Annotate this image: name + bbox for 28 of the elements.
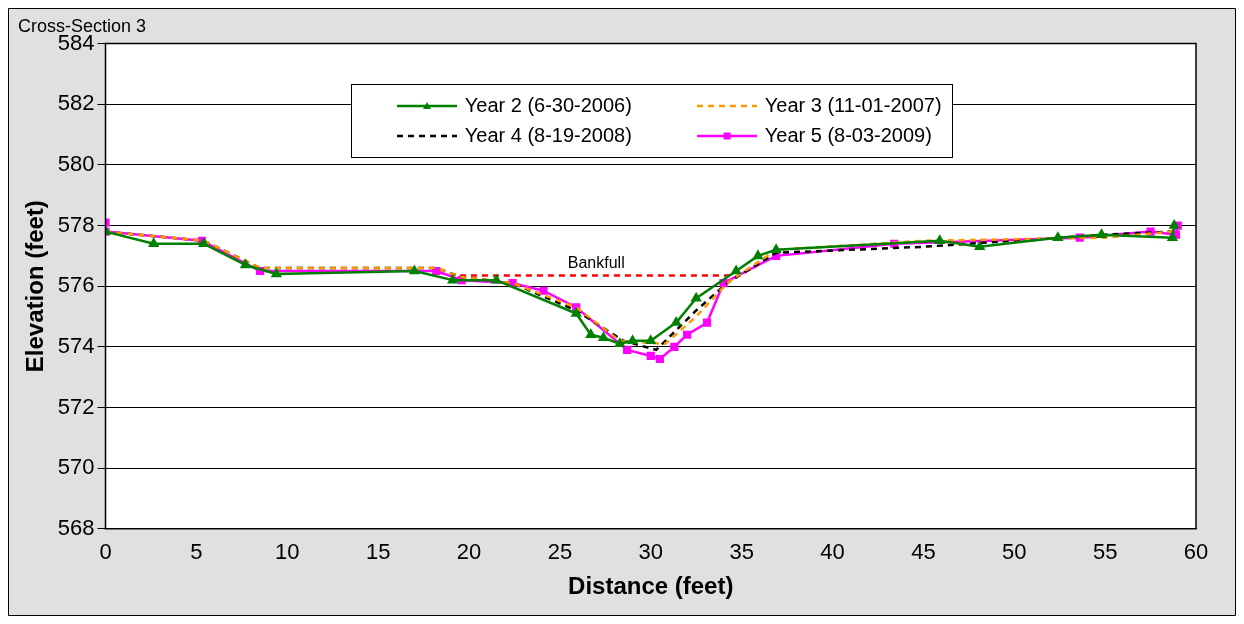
legend-label: Year 3 (11-01-2007) xyxy=(764,94,942,118)
y-tick-label: 582 xyxy=(57,90,95,116)
y-tick-label: 568 xyxy=(57,514,95,540)
y-tick-label: 570 xyxy=(57,454,95,480)
x-tick-label: 45 xyxy=(911,539,936,565)
x-tick-label: 35 xyxy=(729,539,754,565)
y-axis-title: Elevation (feet) xyxy=(21,200,49,373)
legend-label: Year 5 (8-03-2009) xyxy=(764,124,932,148)
y-tick-label: 578 xyxy=(57,211,95,237)
x-tick-label: 30 xyxy=(638,539,663,565)
x-tick-label: 25 xyxy=(547,539,573,565)
x-tick-label: 40 xyxy=(820,539,845,565)
x-tick-label: 0 xyxy=(99,539,112,565)
y-tick-label: 572 xyxy=(57,393,95,419)
legend-label: Year 4 (8-19-2008) xyxy=(464,124,632,148)
x-axis-title: Distance (feet) xyxy=(568,572,734,600)
legend-label: Year 2 (6-30-2006) xyxy=(464,94,632,118)
x-tick-label: 60 xyxy=(1183,539,1209,565)
annotation: Bankfull xyxy=(567,253,625,271)
y-tick-label: 576 xyxy=(57,272,95,298)
x-tick-label: 5 xyxy=(190,539,203,565)
x-tick-label: 20 xyxy=(456,539,482,565)
y-tick-label: 574 xyxy=(57,332,95,358)
x-tick-label: 15 xyxy=(365,539,391,565)
x-tick-label: 50 xyxy=(1002,539,1027,565)
x-tick-label: 10 xyxy=(275,539,300,565)
x-tick-label: 55 xyxy=(1092,539,1118,565)
y-tick-label: 580 xyxy=(57,150,95,176)
